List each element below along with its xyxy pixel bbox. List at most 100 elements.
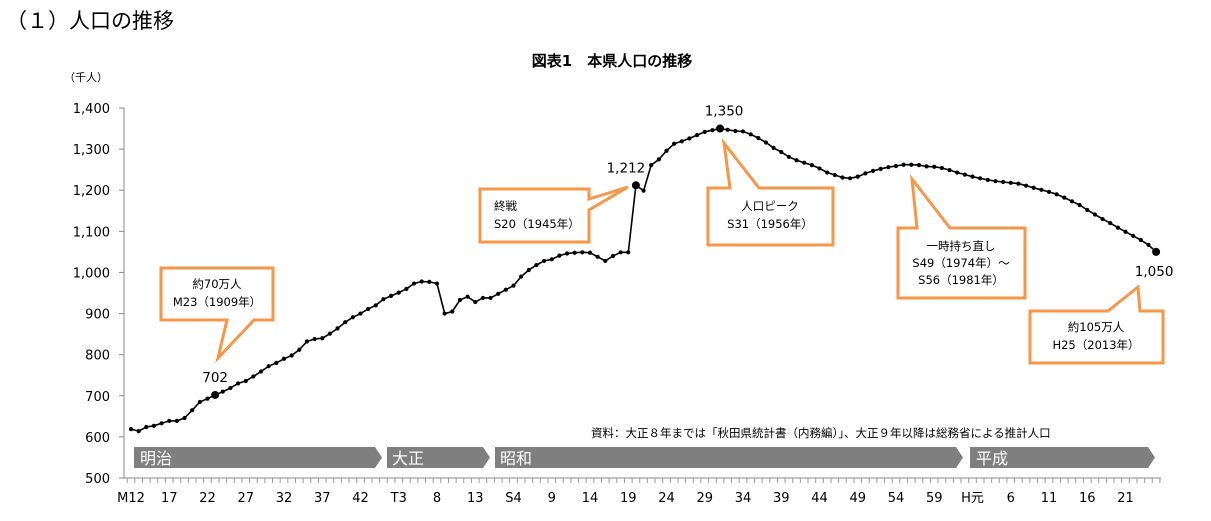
y-tick-label: 700: [85, 390, 110, 405]
data-point: [603, 258, 608, 264]
data-point: [595, 254, 600, 259]
data-point: [389, 293, 394, 298]
data-point: [740, 129, 746, 134]
data-point: [664, 148, 669, 153]
x-tick-label: 54: [888, 491, 905, 506]
data-point: [159, 421, 164, 426]
y-tick-label: 900: [85, 308, 110, 323]
x-tick-label: 24: [658, 491, 675, 506]
data-point: [220, 389, 225, 394]
source-note: 資料：大正８年までは「秋田県統計書（内務編）」、大正９年以降は総務省による推計人…: [591, 426, 1051, 440]
data-point: [580, 250, 585, 255]
data-point: [274, 360, 279, 365]
data-point: [886, 165, 891, 170]
data-point: [1092, 212, 1097, 217]
data-point: [756, 135, 761, 141]
data-point: [373, 303, 378, 308]
data-point: [381, 297, 386, 302]
data-point: [817, 166, 822, 171]
data-label: 1,050: [1135, 264, 1174, 280]
data-point: [1062, 195, 1067, 200]
data-point: [411, 281, 417, 286]
y-tick-label: 1,000: [73, 266, 110, 281]
data-point: [549, 257, 554, 262]
data-point: [503, 287, 508, 292]
y-tick-label: 1,100: [73, 225, 110, 240]
callout-s49-line1: 一時持ち直し: [927, 239, 996, 253]
data-point: [327, 331, 332, 336]
data-point: [733, 128, 738, 134]
data-point: [802, 160, 807, 165]
data-point: [1023, 183, 1029, 188]
data-point: [848, 176, 853, 181]
callout-m23-line2: M23（1909年）: [173, 295, 261, 309]
callout-h25-line1: 約105万人: [1068, 320, 1125, 334]
x-tick-label: 44: [811, 491, 828, 506]
data-point: [564, 251, 570, 256]
callout-s20-line2: S20（1945年）: [494, 217, 580, 231]
y-tick-label: 1,400: [73, 102, 110, 117]
y-tick-label: 500: [85, 472, 110, 487]
data-labels: 702 1,212 1,350 1,050: [202, 104, 1173, 386]
data-point: [427, 279, 432, 284]
data-point: [618, 250, 623, 255]
data-point: [626, 250, 631, 255]
data-point: [182, 415, 187, 421]
data-point: [702, 129, 707, 134]
x-tick-label: 34: [735, 491, 752, 506]
data-point: [1152, 247, 1161, 256]
data-point: [304, 339, 310, 344]
data-point: [993, 179, 998, 184]
data-point: [136, 429, 141, 434]
callout-s31-line1: 人口ピーク: [741, 199, 799, 213]
x-tick-label: 42: [352, 491, 369, 506]
data-point: [1131, 233, 1136, 238]
data-point: [1031, 185, 1036, 190]
data-point: [1115, 225, 1120, 230]
x-tick-label: 8: [433, 491, 441, 506]
era-bands: 明治 大正 昭和 平成: [134, 447, 1155, 468]
data-point: [167, 418, 172, 423]
data-point: [534, 262, 539, 268]
data-point: [404, 286, 409, 291]
x-tick-label: 14: [582, 491, 599, 506]
data-point: [434, 281, 440, 286]
data-point: [1001, 179, 1006, 185]
data-point: [480, 295, 485, 301]
data-point: [205, 396, 210, 401]
data-point: [251, 374, 256, 379]
data-label: 1,350: [705, 104, 744, 120]
data-point: [1077, 202, 1082, 208]
data-point: [151, 423, 157, 428]
data-point: [970, 174, 975, 179]
data-point: [763, 140, 769, 145]
data-point: [488, 295, 493, 301]
x-tick-label: 22: [199, 491, 216, 506]
x-tick-label: 49: [849, 491, 866, 506]
data-point: [236, 381, 241, 386]
data-point: [716, 124, 725, 133]
data-point: [144, 424, 149, 430]
data-point: [710, 128, 715, 133]
data-point: [1039, 187, 1044, 192]
data-point: [695, 133, 700, 138]
data-point: [962, 172, 967, 177]
data-point: [190, 408, 195, 413]
x-tick-label: M12: [117, 491, 145, 506]
data-point: [985, 177, 990, 183]
x-tick-label: H元: [961, 491, 984, 506]
era-label-taisho: 大正: [392, 449, 424, 468]
data-point: [924, 164, 929, 169]
data-point: [320, 336, 325, 341]
data-point: [840, 175, 845, 180]
data-point: [281, 356, 287, 361]
data-point: [794, 158, 799, 163]
data-point: [863, 171, 868, 176]
data-point: [128, 426, 134, 432]
section-heading: （１）人口の推移: [6, 9, 174, 33]
data-point: [1138, 237, 1143, 243]
data-point: [197, 399, 202, 405]
x-tick-label: 59: [926, 491, 943, 506]
data-point: [526, 267, 531, 273]
callout-h25-shape: [1028, 284, 1165, 365]
